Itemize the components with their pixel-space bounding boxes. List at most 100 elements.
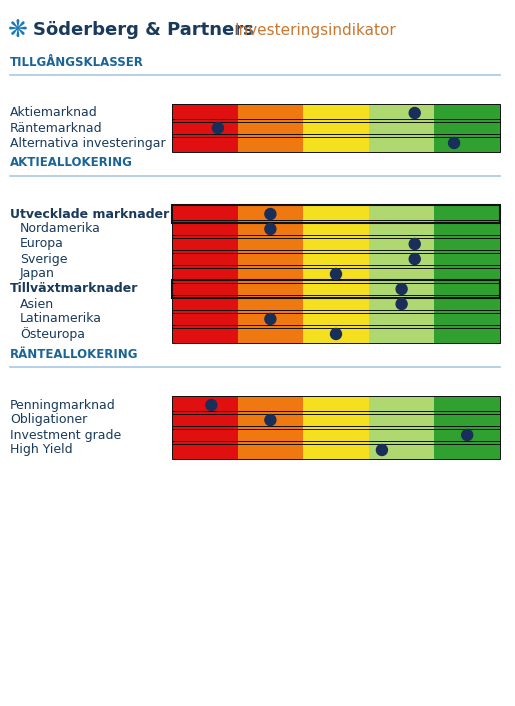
Bar: [172, 396, 500, 414]
Circle shape: [409, 253, 420, 265]
Text: Investeringsindikator: Investeringsindikator: [235, 23, 397, 37]
Bar: [172, 441, 500, 459]
Bar: [434, 250, 500, 268]
Bar: [172, 411, 500, 429]
Bar: [434, 295, 500, 313]
Bar: [434, 119, 500, 137]
Bar: [369, 235, 434, 253]
Bar: [237, 119, 303, 137]
Bar: [303, 104, 369, 122]
Bar: [303, 295, 369, 313]
Bar: [237, 441, 303, 459]
Circle shape: [449, 138, 459, 148]
Bar: [369, 134, 434, 152]
Circle shape: [206, 400, 217, 410]
Text: Sverige: Sverige: [20, 253, 67, 265]
Bar: [172, 250, 237, 268]
Bar: [303, 205, 369, 223]
Bar: [237, 134, 303, 152]
Text: Japan: Japan: [20, 268, 55, 280]
Bar: [237, 295, 303, 313]
Bar: [237, 220, 303, 238]
Bar: [172, 295, 500, 313]
Text: Asien: Asien: [20, 297, 54, 311]
Bar: [172, 220, 500, 238]
Bar: [369, 426, 434, 444]
Circle shape: [462, 429, 473, 441]
Bar: [369, 295, 434, 313]
Bar: [172, 325, 500, 343]
Bar: [172, 235, 237, 253]
Bar: [303, 119, 369, 137]
Text: AKTIEALLOKERING: AKTIEALLOKERING: [10, 157, 133, 169]
Bar: [172, 325, 237, 343]
Circle shape: [409, 239, 420, 249]
Bar: [369, 265, 434, 283]
Bar: [172, 441, 237, 459]
Bar: [303, 441, 369, 459]
Bar: [369, 411, 434, 429]
Bar: [172, 235, 500, 253]
Text: Aktiemarknad: Aktiemarknad: [10, 107, 98, 119]
Text: Europa: Europa: [20, 237, 64, 251]
Circle shape: [331, 268, 341, 280]
Circle shape: [265, 414, 276, 426]
Bar: [303, 265, 369, 283]
Bar: [369, 325, 434, 343]
Text: TILLGÅNGSKLASSER: TILLGÅNGSKLASSER: [10, 56, 144, 68]
Bar: [434, 325, 500, 343]
Bar: [303, 411, 369, 429]
Bar: [237, 250, 303, 268]
Text: Söderberg & Partners: Söderberg & Partners: [33, 21, 254, 39]
Text: RÄNTEALLOKERING: RÄNTEALLOKERING: [10, 347, 139, 361]
Text: Nordamerika: Nordamerika: [20, 222, 101, 236]
Circle shape: [265, 224, 276, 234]
Text: Obligationer: Obligationer: [10, 414, 87, 426]
Bar: [172, 134, 237, 152]
Bar: [369, 310, 434, 328]
Bar: [434, 441, 500, 459]
Bar: [369, 119, 434, 137]
Bar: [303, 325, 369, 343]
Bar: [237, 205, 303, 223]
Circle shape: [265, 313, 276, 325]
Bar: [172, 119, 237, 137]
Bar: [303, 396, 369, 414]
Bar: [303, 250, 369, 268]
Text: High Yield: High Yield: [10, 443, 73, 457]
Circle shape: [409, 107, 420, 119]
Text: Alternativa investeringar: Alternativa investeringar: [10, 136, 166, 150]
Bar: [434, 396, 500, 414]
Text: ❋: ❋: [8, 18, 28, 42]
Bar: [303, 235, 369, 253]
Bar: [303, 280, 369, 298]
Bar: [237, 280, 303, 298]
Text: Utvecklade marknader: Utvecklade marknader: [10, 208, 169, 220]
Bar: [434, 134, 500, 152]
Circle shape: [376, 445, 387, 455]
Bar: [172, 205, 237, 223]
Text: Tillväxtmarknader: Tillväxtmarknader: [10, 282, 139, 296]
Bar: [237, 426, 303, 444]
Bar: [369, 396, 434, 414]
Bar: [172, 310, 237, 328]
Bar: [434, 220, 500, 238]
Bar: [369, 280, 434, 298]
Circle shape: [331, 328, 341, 340]
Bar: [237, 411, 303, 429]
Bar: [303, 134, 369, 152]
Circle shape: [265, 208, 276, 220]
Bar: [303, 310, 369, 328]
Bar: [237, 235, 303, 253]
Circle shape: [396, 299, 407, 309]
Bar: [172, 426, 500, 444]
Bar: [172, 310, 500, 328]
Bar: [172, 265, 237, 283]
Bar: [172, 396, 237, 414]
Bar: [369, 250, 434, 268]
Bar: [172, 280, 237, 298]
Bar: [369, 441, 434, 459]
Bar: [303, 426, 369, 444]
Bar: [172, 104, 500, 122]
Bar: [237, 310, 303, 328]
